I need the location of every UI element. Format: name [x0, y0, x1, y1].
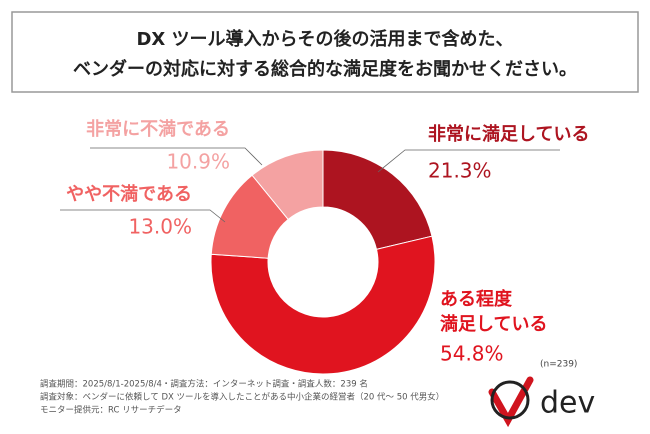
footnote: 調査対象：ベンダーに依頼して DX ツールを導入したことがある中小企業の経営者（…: [40, 392, 444, 403]
donut-segment: [210, 235, 436, 375]
logo-text: dev: [540, 386, 595, 421]
title-box: [11, 11, 639, 93]
logo-mark: [488, 376, 534, 428]
value-label: 13.0%: [128, 215, 192, 239]
footnote: モニター提供元：RC リサーチデータ: [40, 405, 182, 416]
leader-line: [90, 147, 263, 166]
value-label: 54.8%: [440, 342, 504, 366]
logo-ring: [490, 380, 530, 420]
category-label: 非常に不満である: [86, 118, 230, 140]
donut-segment: [322, 149, 433, 250]
leader-line: [60, 209, 226, 223]
sample-note: (n=239): [540, 360, 577, 370]
value-label: 10.9%: [166, 150, 230, 174]
category-label: 非常に満足している: [428, 123, 589, 145]
chart-title: DX ツール導入からその後の活用まで含めた、ベンダーの対応に対する総合的な満足度…: [73, 28, 577, 80]
leader-line: [377, 149, 560, 173]
category-label: やや不満である: [66, 183, 192, 205]
donut-segment: [251, 149, 324, 221]
category-label: ある程度満足している: [440, 288, 547, 335]
footnote: 調査期間：2025/8/1-2025/8/4・調査方法：インターネット調査・調査…: [40, 379, 368, 390]
logo: dev: [488, 376, 595, 428]
value-label: 21.3%: [428, 159, 492, 183]
